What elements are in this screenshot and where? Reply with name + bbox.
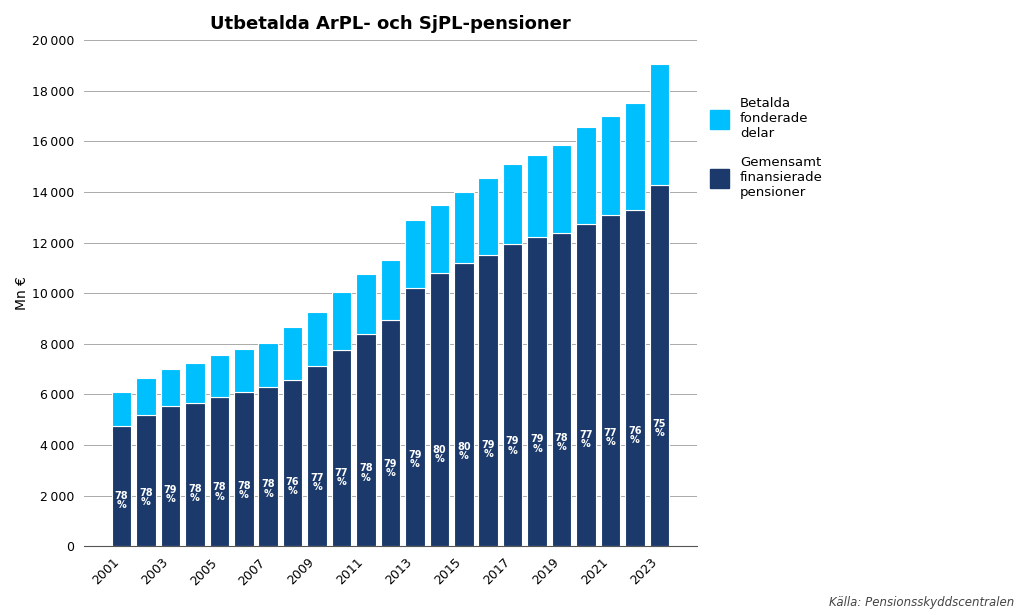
Bar: [307, 312, 327, 366]
Text: 79
%: 79 %: [530, 434, 544, 454]
Text: 79
%: 79 %: [409, 450, 422, 469]
Bar: [161, 407, 180, 546]
Text: 80
%: 80 %: [432, 445, 446, 464]
Bar: [112, 392, 131, 426]
Title: Utbetalda ArPL- och SjPL-pensioner: Utbetalda ArPL- och SjPL-pensioner: [210, 15, 570, 33]
Bar: [601, 116, 621, 215]
Bar: [381, 260, 400, 320]
Text: 79
%: 79 %: [164, 485, 177, 504]
Bar: [161, 369, 180, 407]
Text: 78
%: 78 %: [139, 488, 153, 507]
Bar: [332, 292, 351, 351]
Bar: [112, 426, 131, 546]
Bar: [233, 349, 254, 392]
Bar: [210, 397, 229, 546]
Text: 78
%: 78 %: [188, 484, 202, 503]
Bar: [406, 288, 425, 546]
Text: 77
%: 77 %: [310, 473, 324, 492]
Bar: [649, 184, 669, 546]
Bar: [625, 103, 645, 210]
Bar: [601, 215, 621, 546]
Bar: [185, 403, 205, 546]
Y-axis label: Mn €: Mn €: [15, 276, 29, 310]
Text: 78
%: 78 %: [359, 463, 373, 483]
Bar: [552, 145, 571, 233]
Bar: [233, 392, 254, 546]
Bar: [478, 178, 498, 255]
Bar: [577, 224, 596, 546]
Bar: [332, 351, 351, 546]
Bar: [625, 210, 645, 546]
Text: 77
%: 77 %: [603, 427, 617, 447]
Bar: [356, 334, 376, 546]
Bar: [283, 327, 302, 380]
Text: 77
%: 77 %: [580, 430, 593, 450]
Bar: [283, 380, 302, 546]
Bar: [527, 237, 547, 546]
Bar: [210, 355, 229, 397]
Bar: [454, 263, 473, 546]
Text: 76
%: 76 %: [286, 477, 299, 496]
Bar: [577, 127, 596, 224]
Text: 79
%: 79 %: [481, 440, 495, 459]
Legend: Betalda
fonderade
delar, Gemensamt
finansierade
pensioner: Betalda fonderade delar, Gemensamt finan…: [710, 97, 823, 199]
Text: 79
%: 79 %: [384, 459, 397, 478]
Bar: [185, 363, 205, 403]
Bar: [258, 343, 278, 387]
Bar: [503, 164, 522, 244]
Bar: [406, 220, 425, 288]
Bar: [649, 64, 669, 184]
Text: 75
%: 75 %: [652, 419, 666, 438]
Text: Källa: Pensionsskyddscentralen: Källa: Pensionsskyddscentralen: [828, 596, 1014, 609]
Bar: [552, 233, 571, 546]
Bar: [258, 387, 278, 546]
Text: 80
%: 80 %: [457, 442, 471, 461]
Bar: [478, 255, 498, 546]
Bar: [307, 366, 327, 546]
Text: 79
%: 79 %: [506, 437, 519, 456]
Text: 78
%: 78 %: [555, 433, 568, 453]
Bar: [381, 320, 400, 546]
Bar: [429, 205, 450, 273]
Bar: [429, 273, 450, 546]
Bar: [356, 274, 376, 334]
Text: 78
%: 78 %: [237, 481, 251, 500]
Text: 78
%: 78 %: [213, 482, 226, 502]
Bar: [503, 244, 522, 546]
Text: 76
%: 76 %: [628, 426, 642, 445]
Bar: [527, 155, 547, 237]
Text: 78
%: 78 %: [261, 479, 275, 499]
Bar: [454, 192, 473, 263]
Bar: [136, 378, 156, 415]
Text: 77
%: 77 %: [335, 468, 348, 488]
Bar: [136, 415, 156, 546]
Text: 78
%: 78 %: [115, 491, 128, 510]
